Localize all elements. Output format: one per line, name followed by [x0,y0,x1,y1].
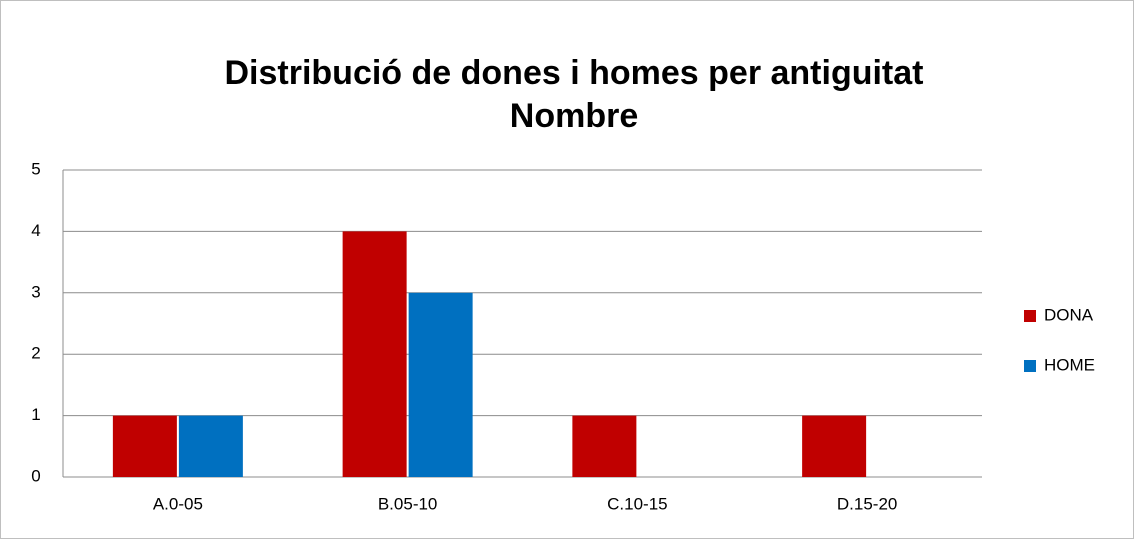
y-tick-label: 5 [31,159,40,178]
x-tick-label: C.10-15 [607,494,667,513]
x-tick-label: A.0-05 [153,494,203,513]
bar [408,292,473,477]
legend-label: DONA [1044,305,1094,324]
bar [112,415,177,477]
bar [342,231,407,477]
y-tick-label: 0 [31,466,40,485]
x-tick-label: D.15-20 [837,494,897,513]
legend-label: HOME [1044,355,1095,374]
y-tick-label: 1 [31,405,40,424]
bar [178,415,243,477]
legend-swatch [1024,310,1036,322]
y-tick-label: 3 [31,282,40,301]
chart-title: Nombre [510,97,638,135]
y-tick-label: 4 [31,221,40,240]
legend-swatch [1024,360,1036,372]
bar [572,415,637,477]
x-tick-label: B.05-10 [378,494,438,513]
bar [802,415,867,477]
y-tick-label: 2 [31,344,40,363]
chart-title: Distribució de dones i homes per antigui… [225,54,924,92]
